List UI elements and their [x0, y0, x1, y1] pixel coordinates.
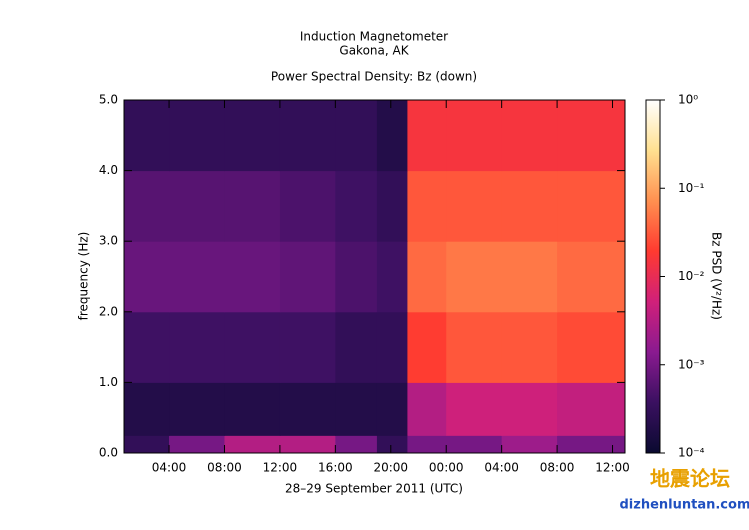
heat-cell — [169, 311, 225, 383]
heat-cell — [446, 435, 503, 454]
heat-cell — [279, 170, 336, 242]
heat-cell — [169, 241, 225, 313]
heat-cell — [279, 100, 336, 172]
heat-cell — [501, 382, 558, 436]
heat-cell — [224, 311, 281, 383]
x-tick-label: 16:00 — [318, 461, 353, 475]
heat-cell — [124, 100, 170, 172]
heat-cell — [335, 100, 378, 172]
heat-cell — [376, 435, 408, 454]
heat-cell — [224, 170, 281, 242]
x-tick-label: 04:00 — [484, 461, 519, 475]
heat-cell — [501, 311, 558, 383]
heat-cell — [335, 382, 378, 436]
heat-cell — [407, 241, 447, 313]
heat-cell — [501, 170, 558, 242]
heat-cell — [124, 170, 170, 242]
y-tick-label: 2.0 — [99, 304, 118, 318]
heat-cell — [224, 100, 281, 172]
colorbar-tick-label: 10⁻³ — [678, 357, 705, 371]
heat-cell — [407, 382, 447, 436]
heat-cell — [407, 435, 447, 454]
heat-cell — [279, 241, 336, 313]
y-tick-label: 4.0 — [99, 163, 118, 177]
colorbar-label: Bz PSD (V²/Hz) — [710, 232, 724, 320]
x-tick-label: 08:00 — [207, 461, 242, 475]
x-axis-label: 28–29 September 2011 (UTC) — [285, 482, 463, 496]
colorbar-tick-label: 10⁻⁴ — [678, 446, 705, 460]
heat-cell — [557, 100, 626, 172]
heat-cell — [169, 170, 225, 242]
heat-cell — [169, 100, 225, 172]
watermark: dizhenluntan.com — [620, 498, 749, 513]
colorbar-tick-label: 10⁰ — [678, 93, 698, 107]
chart-title: Induction Magnetometer — [300, 30, 448, 44]
heat-cell — [376, 311, 408, 383]
heat-cell — [169, 435, 225, 454]
chart-subtitle: Gakona, AK — [339, 44, 409, 58]
x-tick-label: 00:00 — [429, 461, 464, 475]
plot-frame — [123, 99, 626, 454]
heat-cell — [446, 170, 503, 242]
heat-cell — [224, 382, 281, 436]
heat-cell — [376, 170, 408, 242]
x-tick-label: 12:00 — [263, 461, 298, 475]
heat-cell — [376, 382, 408, 436]
heat-cell — [124, 241, 170, 313]
heat-cell — [557, 241, 626, 313]
heat-cell — [224, 435, 281, 454]
heat-cell — [124, 311, 170, 383]
heat-cell — [446, 241, 503, 313]
plot-title: Power Spectral Density: Bz (down) — [271, 70, 477, 84]
y-tick-label: 0.0 — [99, 446, 118, 460]
heat-cell — [446, 311, 503, 383]
y-tick-label: 3.0 — [99, 234, 118, 248]
colorbar-tick-label: 10⁻² — [678, 269, 705, 283]
heat-cell — [376, 100, 408, 172]
heat-cell — [557, 382, 626, 436]
heat-cell — [335, 241, 378, 313]
heat-cell — [124, 382, 170, 436]
y-axis-label: frequency (Hz) — [77, 232, 91, 321]
heat-cell — [224, 241, 281, 313]
heat-cell — [501, 241, 558, 313]
heat-cell — [124, 435, 170, 454]
heat-cell — [557, 435, 626, 454]
heat-cell — [279, 435, 336, 454]
heat-cell — [557, 311, 626, 383]
watermark: 地震论坛 — [650, 467, 730, 491]
heat-cell — [407, 311, 447, 383]
heat-cell — [279, 382, 336, 436]
heat-cell — [169, 382, 225, 436]
y-tick-label: 5.0 — [99, 93, 118, 107]
heat-cell — [376, 241, 408, 313]
x-tick-label: 08:00 — [540, 461, 575, 475]
x-tick-label: 20:00 — [373, 461, 408, 475]
heat-cell — [335, 311, 378, 383]
x-tick-label: 04:00 — [152, 461, 187, 475]
y-tick-label: 1.0 — [99, 375, 118, 389]
heat-cell — [335, 435, 378, 454]
heat-cell — [407, 170, 447, 242]
colorbar-tick-label: 10⁻¹ — [678, 181, 705, 195]
heat-cell — [335, 170, 378, 242]
heat-cell — [501, 435, 558, 454]
heat-cell — [279, 311, 336, 383]
heat-cell — [557, 170, 626, 242]
heat-cell — [446, 100, 503, 172]
heat-cell — [407, 100, 447, 172]
x-tick-label: 12:00 — [595, 461, 630, 475]
heat-cell — [501, 100, 558, 172]
heat-cell — [446, 382, 503, 436]
colorbar — [645, 99, 661, 454]
